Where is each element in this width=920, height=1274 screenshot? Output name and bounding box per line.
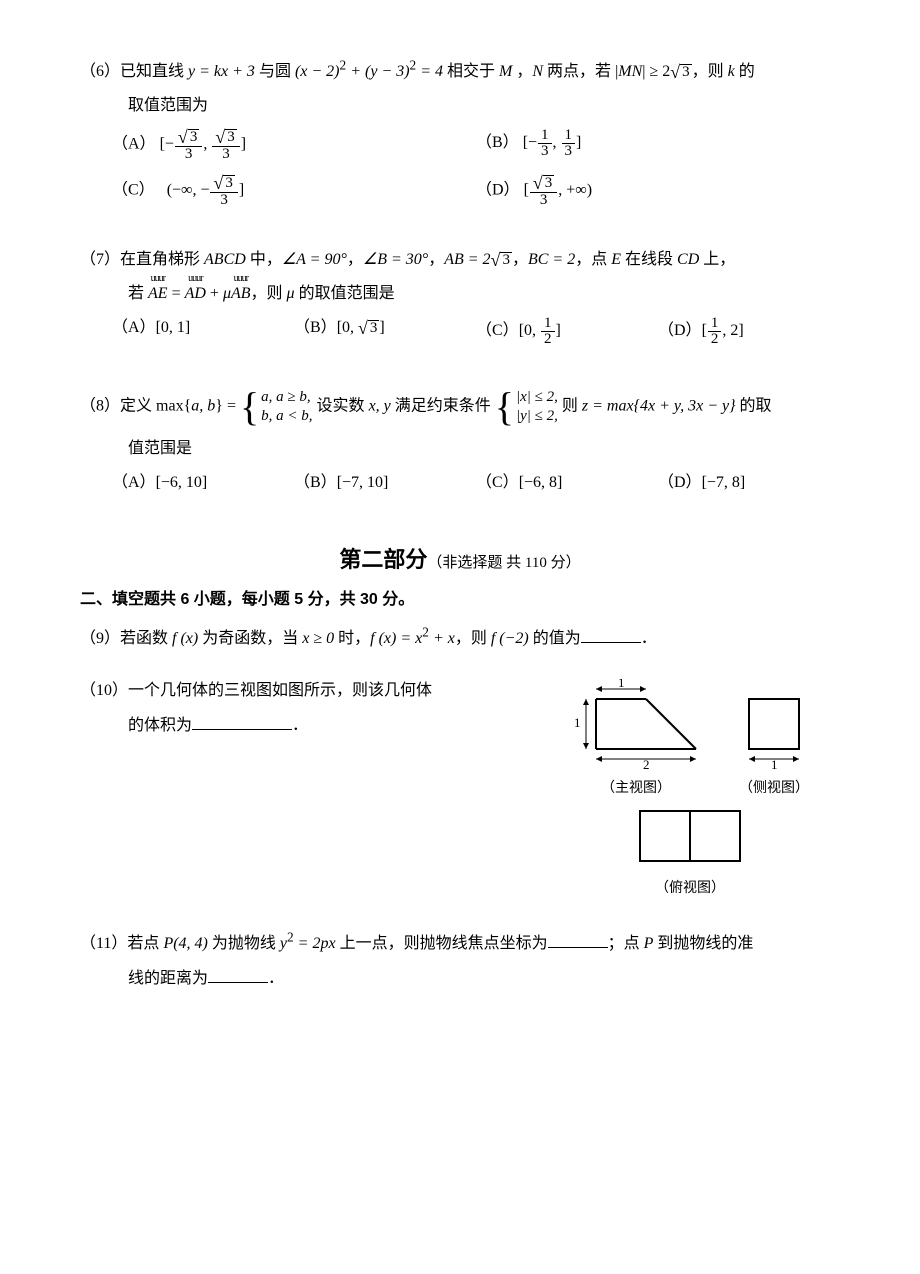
q8-options: （A）[−6, 10] （B）[−7, 10] （C）[−6, 8] （D）[−… [112,471,840,507]
question-9: （9）若函数 f (x) 为奇函数，当 x ≥ 0 时，f (x) = x2 +… [80,626,840,651]
svg-text:1: 1 [574,715,581,730]
q6-option-d: （D） [√33, +∞) [476,174,840,208]
side-view-svg: 1 [734,679,814,769]
q11-num: （11） [80,935,127,952]
q8-stem: （8）定义 max{a, b} = {a, a ≥ b,b, a < b, 设实… [80,387,840,427]
q7-stem: （7）在直角梯形 ABCD 中，∠A = 90°，∠B = 30°，AB = 2… [80,248,840,272]
q6-num: （6） [80,63,120,80]
question-7: （7）在直角梯形 ABCD 中，∠A = 90°，∠B = 30°，AB = 2… [80,248,840,359]
question-8: （8）定义 max{a, b} = {a, a ≥ b,b, a < b, 设实… [80,387,840,507]
vector-AB: uuurAB [231,282,251,306]
svg-text:1: 1 [618,679,625,690]
q10-num: （10） [80,682,128,699]
sqrt-icon: √3 [491,251,512,269]
q7-option-c: （C）[0, 12] [476,316,658,347]
q6-stem: （6）已知直线 y = kx + 3 与圆 (x − 2)2 + (y − 3)… [80,60,840,84]
svg-text:2: 2 [643,757,650,769]
q9-stem: （9）若函数 f (x) 为奇函数，当 x ≥ 0 时，f (x) = x2 +… [80,626,840,651]
q6-option-c: （C） (−∞, −√33] [112,174,476,208]
q7-option-b: （B）[0, √3] [294,316,476,347]
q6-option-a: （A） [−√33, √33] [112,128,476,162]
q8-option-d: （D）[−7, 8] [658,471,840,495]
q11-sub: 线的距离为． [128,966,840,991]
q7-option-a: （A）[0, 1] [112,316,294,347]
blank-input[interactable] [208,966,268,983]
top-view-svg [630,805,750,869]
q7-num: （7） [80,251,120,268]
question-10: （10）一个几何体的三视图如图所示，则该几何体 的体积为． 1 [80,679,840,903]
svg-text:1: 1 [771,757,778,769]
q7-options: （A）[0, 1] （B）[0, √3] （C）[0, 12] （D）[12, … [112,316,840,359]
blank-input[interactable] [581,626,641,643]
top-view: （俯视图） [630,805,750,899]
q10-stem: （10）一个几何体的三视图如图所示，则该几何体 [80,679,540,703]
front-view: 1 1 2 （主视图） [566,679,706,799]
blank-input[interactable] [548,931,608,948]
blank-input[interactable] [192,713,292,730]
q7-option-d: （D）[12, 2] [658,316,840,347]
question-6: （6）已知直线 y = kx + 3 与圆 (x − 2)2 + (y − 3)… [80,60,840,220]
q8-sub: 值范围是 [128,437,840,461]
question-11: （11）若点 P(4, 4) 为抛物线 y2 = 2px 上一点，则抛物线焦点坐… [80,931,840,991]
q8-option-b: （B）[−7, 10] [294,471,476,495]
q8-option-a: （A）[−6, 10] [112,471,294,495]
q6-options: （A） [−√33, √33] （B） [−13, 13] （C） (−∞, −… [112,128,840,220]
q10-sub: 的体积为． [128,713,540,738]
sqrt-icon: √3 [670,63,691,81]
front-view-svg: 1 1 2 [566,679,706,769]
section2-heading: 二、填空题共 6 小题，每小题 5 分，共 30 分。 [80,588,840,612]
q8-num: （8） [80,398,120,415]
q8-option-c: （C）[−6, 8] [476,471,658,495]
piecewise-1: {a, a ≥ b,b, a < b, [240,387,313,427]
vector-AE: uuurAE [148,282,168,306]
q7-sub: 若 uuurAE = uuurAD + μuuurAB，则 μ 的取值范围是 [128,282,840,306]
vector-AD: uuurAD [185,282,206,306]
part2-title: 第二部分（非选择题 共 110 分） [80,543,840,576]
q9-num: （9） [80,630,120,647]
side-view: 1 （侧视图） [734,679,814,799]
piecewise-2: {|x| ≤ 2,|y| ≤ 2, [495,387,558,427]
three-view-figure: 1 1 2 （主视图） [540,679,840,903]
q6-option-b: （B） [−13, 13] [476,128,840,162]
q11-stem: （11）若点 P(4, 4) 为抛物线 y2 = 2px 上一点，则抛物线焦点坐… [80,931,840,956]
q6-sub: 取值范围为 [128,94,840,118]
